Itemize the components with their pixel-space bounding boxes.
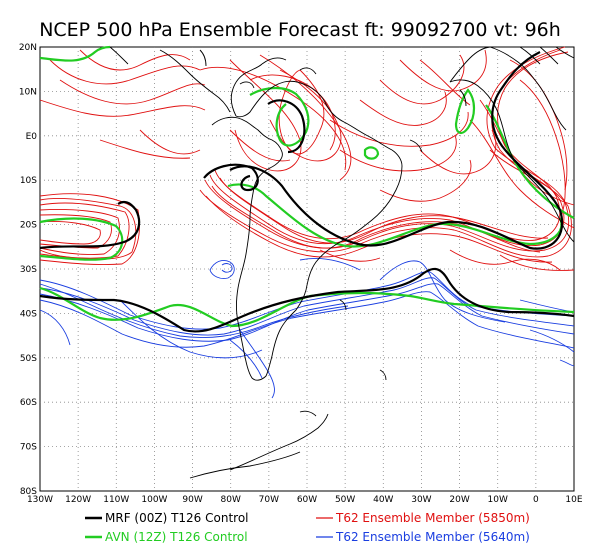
longitude-labels: 130W 120W 110W 100W 90W 80W 70W 60W 50W 40W 30W 20W…: [27, 495, 583, 505]
avn-control-contours: [39, 45, 575, 328]
lat-tick-label: 10N: [19, 87, 37, 97]
lat-tick-label: 50S: [20, 354, 37, 364]
lat-tick-label: 30S: [20, 265, 37, 275]
lon-tick-label: 20W: [449, 495, 469, 505]
lat-tick-label: 60S: [20, 398, 37, 408]
lon-tick-label: 130W: [27, 495, 53, 505]
lon-tick-label: 80W: [221, 495, 241, 505]
legend-label: MRF (00Z) T126 Control: [105, 511, 249, 525]
lon-tick-label: 50W: [335, 495, 355, 505]
latitude-labels: 20N 10N E0 10S 20S 30S 40S 50S 60S 70S 80S: [19, 43, 37, 497]
lat-tick-label: 80S: [20, 487, 37, 497]
lat-tick-label: 40S: [20, 309, 37, 319]
lat-tick-label: 20S: [20, 221, 37, 231]
lon-tick-label: 110W: [103, 495, 129, 505]
red-ensemble-contours: [39, 46, 575, 271]
map-panel: 20N 10N E0 10S 20S 30S 40S 50S 60S 70S 80S 130W 120…: [19, 43, 583, 505]
lon-tick-label: 90W: [182, 495, 202, 505]
lat-tick-label: 70S: [20, 443, 37, 453]
lon-tick-label: 0: [533, 495, 539, 505]
lon-tick-label: 10E: [565, 495, 582, 505]
legend-label: AVN (12Z) T126 Control: [105, 530, 248, 544]
lon-tick-label: 70W: [259, 495, 279, 505]
legend-label: T62 Ensemble Member (5850m): [335, 511, 530, 525]
lon-tick-label: 30W: [411, 495, 431, 505]
lat-tick-label: E0: [26, 132, 38, 142]
lon-tick-label: 40W: [373, 495, 393, 505]
lat-tick-label: 10S: [20, 176, 37, 186]
map-title: NCEP 500 hPa Ensemble Forecast ft: 99092…: [39, 19, 561, 41]
legend-label: T62 Ensemble Member (5640m): [335, 530, 530, 544]
coastlines: [109, 46, 575, 479]
lat-tick-label: 20N: [19, 43, 37, 53]
lon-tick-label: 100W: [141, 495, 167, 505]
mrf-control-contours: [39, 51, 575, 333]
lon-tick-label: 10W: [488, 495, 508, 505]
lon-tick-label: 120W: [65, 495, 91, 505]
lon-tick-label: 60W: [297, 495, 317, 505]
legend: MRF (00Z) T126 Control AVN (12Z) T126 Con…: [85, 511, 530, 544]
